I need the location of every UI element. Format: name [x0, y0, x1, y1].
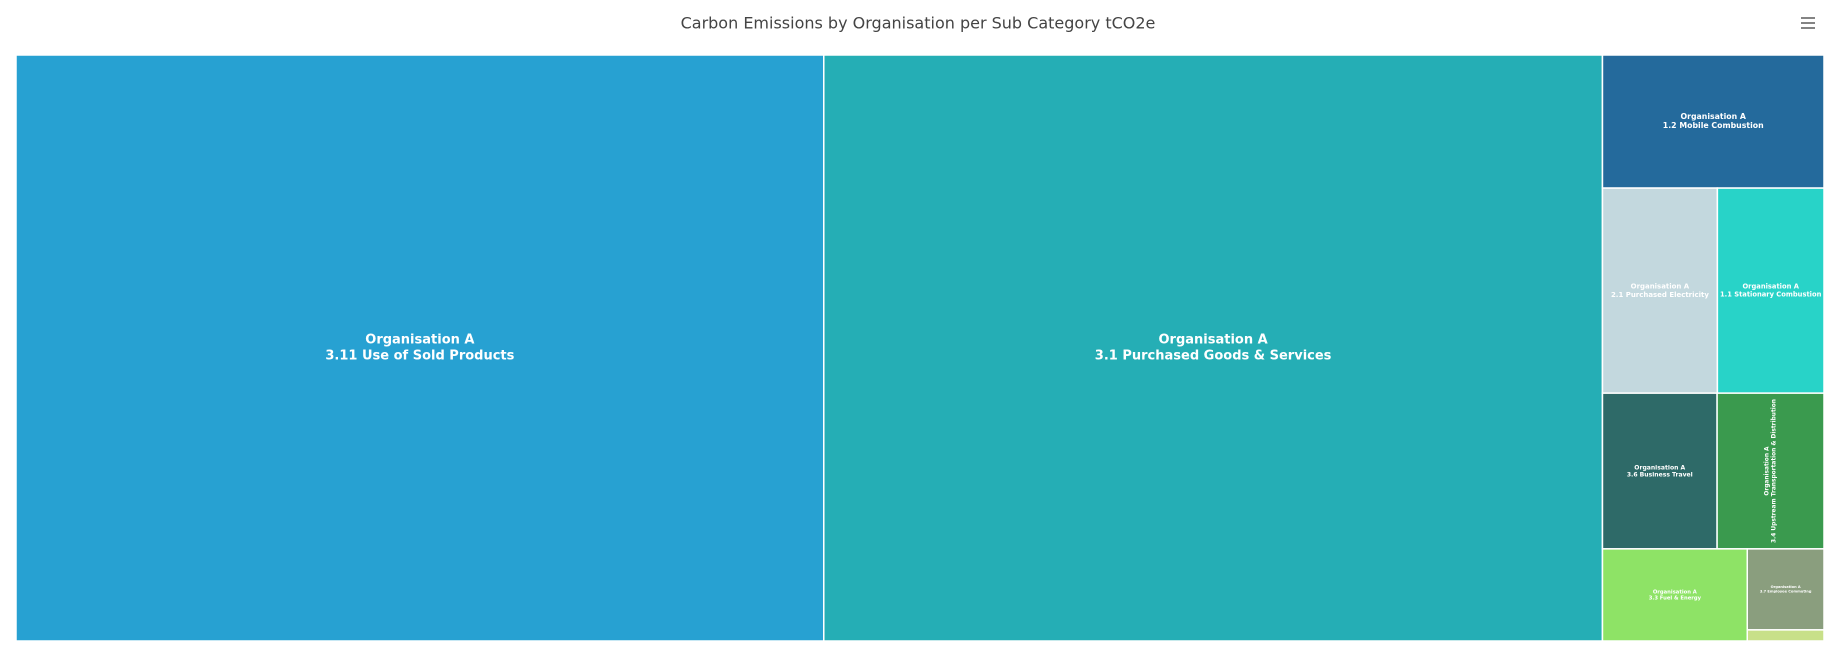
chart-title: Carbon Emissions by Organisation per Sub… [681, 14, 1156, 33]
cell-category: 3.3 Fuel & Energy [1649, 596, 1702, 602]
cell-label: Organisation A2.1 Purchased Electricity [1611, 282, 1709, 298]
cell-group: Organisation A [1653, 589, 1698, 595]
cell-category: 3.1 Purchased Goods & Services [1095, 348, 1332, 363]
cell-category: 1.1 Stationary Combustion [1720, 291, 1822, 299]
cell-label: Organisation A1.2 Mobile Combustion [1663, 112, 1764, 130]
cell-label: Organisation A3.3 Fuel & Energy [1649, 589, 1702, 601]
cell-category: 3.6 Business Travel [1627, 472, 1693, 479]
treemap-cell [1716, 392, 1825, 550]
cell-group: Organisation A [1680, 112, 1746, 121]
cell-label: Organisation A3.11 Use of Sold Products [325, 333, 514, 364]
cell-label: Organisation A 3.4 Upstream Transportatio… [1765, 399, 1778, 543]
treemap-cell [15, 54, 825, 642]
cell-group: Organisation A [1159, 333, 1268, 348]
cell-category: 1.2 Mobile Combustion [1663, 121, 1764, 130]
cell-label: Organisation A3.1 Purchased Goods & Serv… [1095, 333, 1332, 364]
treemap-cell [1746, 629, 1825, 642]
treemap-cell [1601, 392, 1718, 550]
treemap-cell [1716, 187, 1825, 394]
cell-category: 3.4 Upstream Transportation & Distributi… [1772, 399, 1778, 543]
cell-label: Organisation A1.1 Stationary Combustion [1720, 283, 1822, 299]
cell-category: 3.11 Use of Sold Products [325, 348, 514, 363]
cell-category: 2.1 Purchased Electricity [1611, 291, 1709, 299]
cell-group: Organisation A [1631, 282, 1690, 290]
menu-icon[interactable] [1801, 17, 1815, 29]
treemap-cell [1601, 548, 1749, 642]
treemap-cell [823, 54, 1604, 642]
cell-group: Organisation A [1742, 283, 1799, 291]
cell-category: 3.7 Employee Commuting [1760, 590, 1812, 594]
cell-group: Organisation A [1634, 464, 1685, 471]
cell-group: Organisation A [1765, 446, 1771, 496]
treemap-cell [1601, 54, 1825, 189]
cell-group: Organisation A [1771, 585, 1801, 589]
cell-group: Organisation A [365, 333, 474, 348]
cell-label: Organisation A3.6 Business Travel [1627, 464, 1693, 478]
treemap-cell [1601, 187, 1719, 394]
cell-label: Organisation A3.7 Employee Commuting [1760, 585, 1812, 593]
